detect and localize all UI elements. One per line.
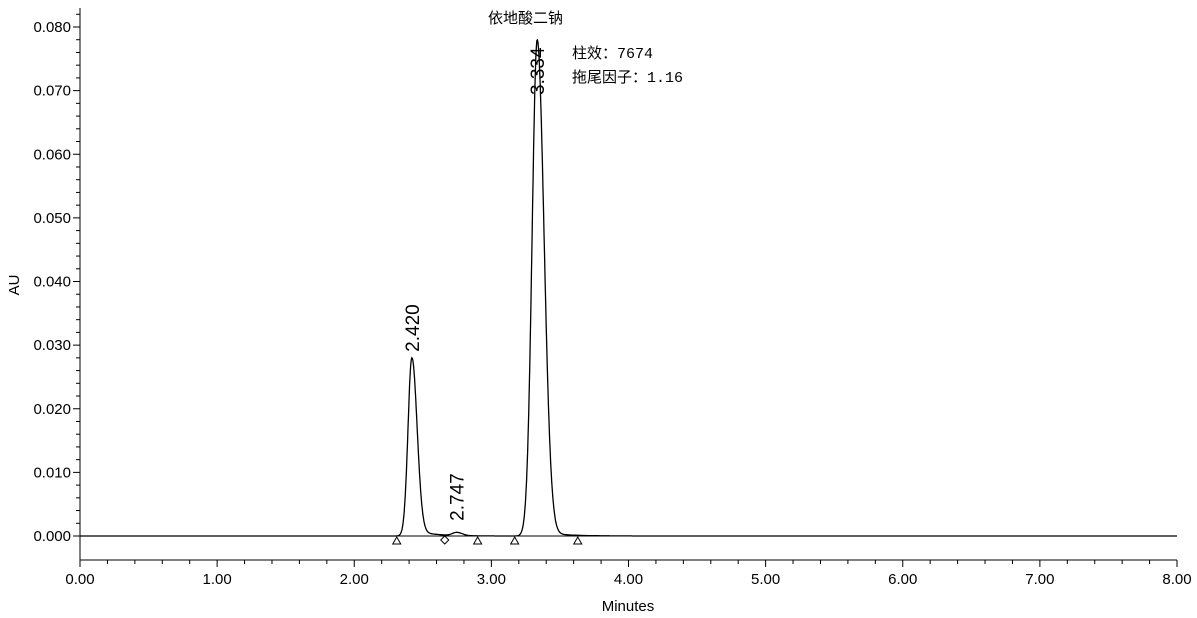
y-tick-label: 0.020 <box>33 401 71 418</box>
x-tick-label: 2.00 <box>340 571 369 588</box>
x-tick-label: 6.00 <box>888 571 917 588</box>
x-tick-label: 3.00 <box>477 571 506 588</box>
y-tick-label: 0.000 <box>33 528 71 545</box>
integration-diamond-marker <box>440 535 450 545</box>
integration-triangle-marker <box>391 535 402 545</box>
chromatogram-trace <box>80 38 1177 537</box>
y-tick-label: 0.030 <box>33 337 71 354</box>
x-tick-label: 7.00 <box>1025 571 1054 588</box>
y-tick-label: 0.060 <box>33 146 71 163</box>
y-tick-label: 0.080 <box>33 19 71 36</box>
x-axis-label: Minutes <box>602 598 655 615</box>
x-tick-label: 5.00 <box>751 571 780 588</box>
x-tick-label: 4.00 <box>614 571 643 588</box>
peak-label: 2.747 <box>448 473 469 521</box>
y-tick-label: 0.010 <box>33 464 71 481</box>
peak-marks: 2.420 2.747 3.334 <box>391 47 583 545</box>
x-tick-label: 1.00 <box>203 571 232 588</box>
tailing-annotation: 拖尾因子：1.16 <box>572 69 683 87</box>
y-tick-label: 0.040 <box>33 274 71 291</box>
integration-triangle-marker <box>472 535 483 545</box>
peak-label: 2.420 <box>403 304 424 352</box>
peak-label: 3.334 <box>528 47 549 95</box>
x-tick-label: 8.00 <box>1162 571 1191 588</box>
integration-triangle-marker <box>572 535 583 545</box>
y-tick-label: 0.070 <box>33 83 71 100</box>
integration-triangle-marker <box>509 535 520 545</box>
plates-annotation: 柱效：7674 <box>572 45 653 63</box>
y-axis-label: AU <box>6 275 23 296</box>
axes: 0.000 0.010 0.020 0.030 0.040 0.050 0.060 0.070… <box>33 8 1192 588</box>
x-tick-label: 0.00 <box>65 571 94 588</box>
compound-name-annotation: 依地酸二钠 <box>488 9 563 27</box>
y-tick-label: 0.050 <box>33 210 71 227</box>
